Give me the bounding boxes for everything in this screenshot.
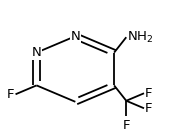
Text: N: N [32, 46, 41, 59]
Text: F: F [145, 87, 152, 100]
Text: F: F [123, 119, 130, 132]
Text: N: N [70, 30, 80, 43]
Text: NH$_2$: NH$_2$ [127, 30, 154, 45]
Text: F: F [7, 88, 15, 101]
Text: F: F [145, 102, 152, 115]
